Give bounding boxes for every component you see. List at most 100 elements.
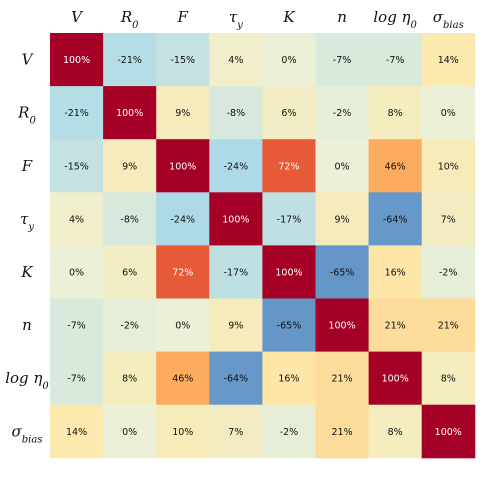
heatmap-cell-r3-c3 <box>209 192 263 246</box>
cell-value-label-r3-c0: 4% <box>69 214 84 225</box>
cell-value-label-r6-c6: 100% <box>382 374 409 385</box>
heatmap-cell-r4-c4 <box>262 245 316 299</box>
heatmap-cell-r2-c5 <box>315 139 370 193</box>
cell-value-label-r6-c1: 8% <box>122 374 137 385</box>
cell-value-label-r4-c4: 100% <box>275 267 302 278</box>
heatmap-cell-r1-c1 <box>103 86 157 140</box>
heatmap-cell-r2-c7 <box>421 139 476 193</box>
cell-value-label-r0-c6: -7% <box>386 55 405 66</box>
cell-value-label-r4-c6: 16% <box>385 267 406 278</box>
heatmap-cell-r0-c2 <box>156 33 210 87</box>
cell-value-label-r1-c1: 100% <box>116 108 143 119</box>
row-label-0: V <box>22 51 35 69</box>
cell-value-label-r4-c3: -17% <box>224 267 249 278</box>
column-label-5: n <box>337 8 347 26</box>
cell-value-label-r7-c4: -2% <box>280 427 299 438</box>
heatmap-cell-r6-c5 <box>315 351 370 406</box>
row-label-6: log η0 <box>5 369 49 392</box>
heatmap-cell-r1-c5 <box>315 86 370 140</box>
cell-value-label-r1-c6: 8% <box>388 108 403 119</box>
heatmap-cell-r2-c3 <box>209 139 263 193</box>
cell-value-label-r3-c7: 7% <box>441 214 456 225</box>
cell-value-label-r3-c4: -17% <box>277 214 302 225</box>
heatmap-cell-r4-c7 <box>421 245 476 299</box>
heatmap-cell-r2-c6 <box>368 139 423 193</box>
cell-value-label-r7-c5: 21% <box>331 427 352 438</box>
cell-value-label-r5-c5: 100% <box>328 321 355 332</box>
heatmap-cell-r6-c1 <box>103 351 157 406</box>
heatmap-cell-r0-c3 <box>209 33 263 87</box>
cell-value-label-r0-c4: 0% <box>281 55 296 66</box>
heatmap-cell-r3-c0 <box>50 192 104 246</box>
row-label-4: K <box>20 263 33 281</box>
heatmap-cell-r7-c6 <box>368 404 423 459</box>
column-label-1: R0 <box>120 8 139 31</box>
cell-value-label-r0-c2: -15% <box>170 55 195 66</box>
cell-value-label-r2-c5: 0% <box>335 161 350 172</box>
heatmap-cell-r5-c0 <box>50 298 104 353</box>
heatmap-cell-r1-c6 <box>368 86 423 140</box>
heatmap-cell-r6-c6 <box>368 351 423 406</box>
cell-value-label-r5-c0: -7% <box>67 321 86 332</box>
cell-value-label-r4-c7: -2% <box>439 267 458 278</box>
cell-value-label-r4-c0: 0% <box>69 267 84 278</box>
heatmap-cell-r7-c4 <box>262 404 316 459</box>
heatmap-cell-r0-c1 <box>103 33 157 87</box>
heatmap-cell-r5-c7 <box>421 298 476 353</box>
heatmap-cell-r5-c6 <box>368 298 423 353</box>
cell-value-label-r1-c4: 6% <box>281 108 296 119</box>
heatmap-cell-r1-c2 <box>156 86 210 140</box>
cell-value-label-r4-c1: 6% <box>122 267 137 278</box>
cell-value-label-r5-c7: 21% <box>438 321 459 332</box>
heatmap-cell-r1-c0 <box>50 86 104 140</box>
cell-value-label-r1-c2: 9% <box>175 108 190 119</box>
cell-value-label-r7-c7: 100% <box>435 427 462 438</box>
cell-value-label-r7-c6: 8% <box>388 427 403 438</box>
heatmap-cell-r0-c6 <box>368 33 423 87</box>
cell-value-label-r5-c6: 21% <box>385 321 406 332</box>
cell-value-label-r2-c7: 10% <box>438 161 459 172</box>
cell-value-label-r7-c3: 7% <box>228 427 243 438</box>
cell-value-label-r0-c7: 14% <box>438 55 459 66</box>
heatmap-cell-r6-c2 <box>156 351 210 406</box>
heatmap-cell-r5-c5 <box>315 298 370 353</box>
heatmap-cell-r7-c2 <box>156 404 210 459</box>
cell-value-label-r4-c2: 72% <box>172 267 193 278</box>
heatmap-cell-r5-c1 <box>103 298 157 353</box>
heatmap-cell-r4-c2 <box>156 245 210 299</box>
cell-value-label-r7-c1: 0% <box>122 427 137 438</box>
heatmap-cell-r0-c4 <box>262 33 316 87</box>
heatmap-cell-r4-c6 <box>368 245 423 299</box>
cell-value-label-r7-c0: 14% <box>66 427 87 438</box>
cell-value-label-r0-c5: -7% <box>333 55 352 66</box>
cell-value-label-r4-c5: -65% <box>330 267 355 278</box>
cell-value-label-r3-c3: 100% <box>222 214 249 225</box>
row-label-7: σbias <box>12 422 43 445</box>
cell-value-label-r0-c1: -21% <box>117 55 142 66</box>
cell-value-label-r1-c7: 0% <box>441 108 456 119</box>
heatmap-cell-r3-c7 <box>421 192 476 246</box>
heatmap-cell-r7-c7 <box>421 404 476 459</box>
column-label-3: τy <box>229 8 243 31</box>
cell-value-label-r1-c5: -2% <box>333 108 352 119</box>
column-label-2: F <box>177 8 189 26</box>
cell-value-label-r0-c0: 100% <box>63 55 90 66</box>
heatmap-cell-r2-c2 <box>156 139 210 193</box>
cell-value-label-r3-c6: -64% <box>383 214 408 225</box>
heatmap-cell-r7-c0 <box>50 404 104 459</box>
column-label-6: log η0 <box>373 8 417 31</box>
heatmap-cell-r3-c1 <box>103 192 157 246</box>
heatmap-cell-r0-c7 <box>421 33 476 87</box>
cell-value-label-r6-c7: 8% <box>441 374 456 385</box>
heatmap-cell-r7-c1 <box>103 404 157 459</box>
row-label-3: τy <box>20 210 34 233</box>
heatmap-cell-r4-c5 <box>315 245 370 299</box>
heatmap-cell-r6-c3 <box>209 351 263 406</box>
column-label-4: K <box>282 8 295 26</box>
cell-value-label-r2-c6: 46% <box>385 161 406 172</box>
column-label-0: V <box>71 8 84 26</box>
row-label-5: n <box>22 316 32 334</box>
cell-value-label-r6-c0: -7% <box>67 374 86 385</box>
cell-value-label-r1-c0: -21% <box>64 108 89 119</box>
